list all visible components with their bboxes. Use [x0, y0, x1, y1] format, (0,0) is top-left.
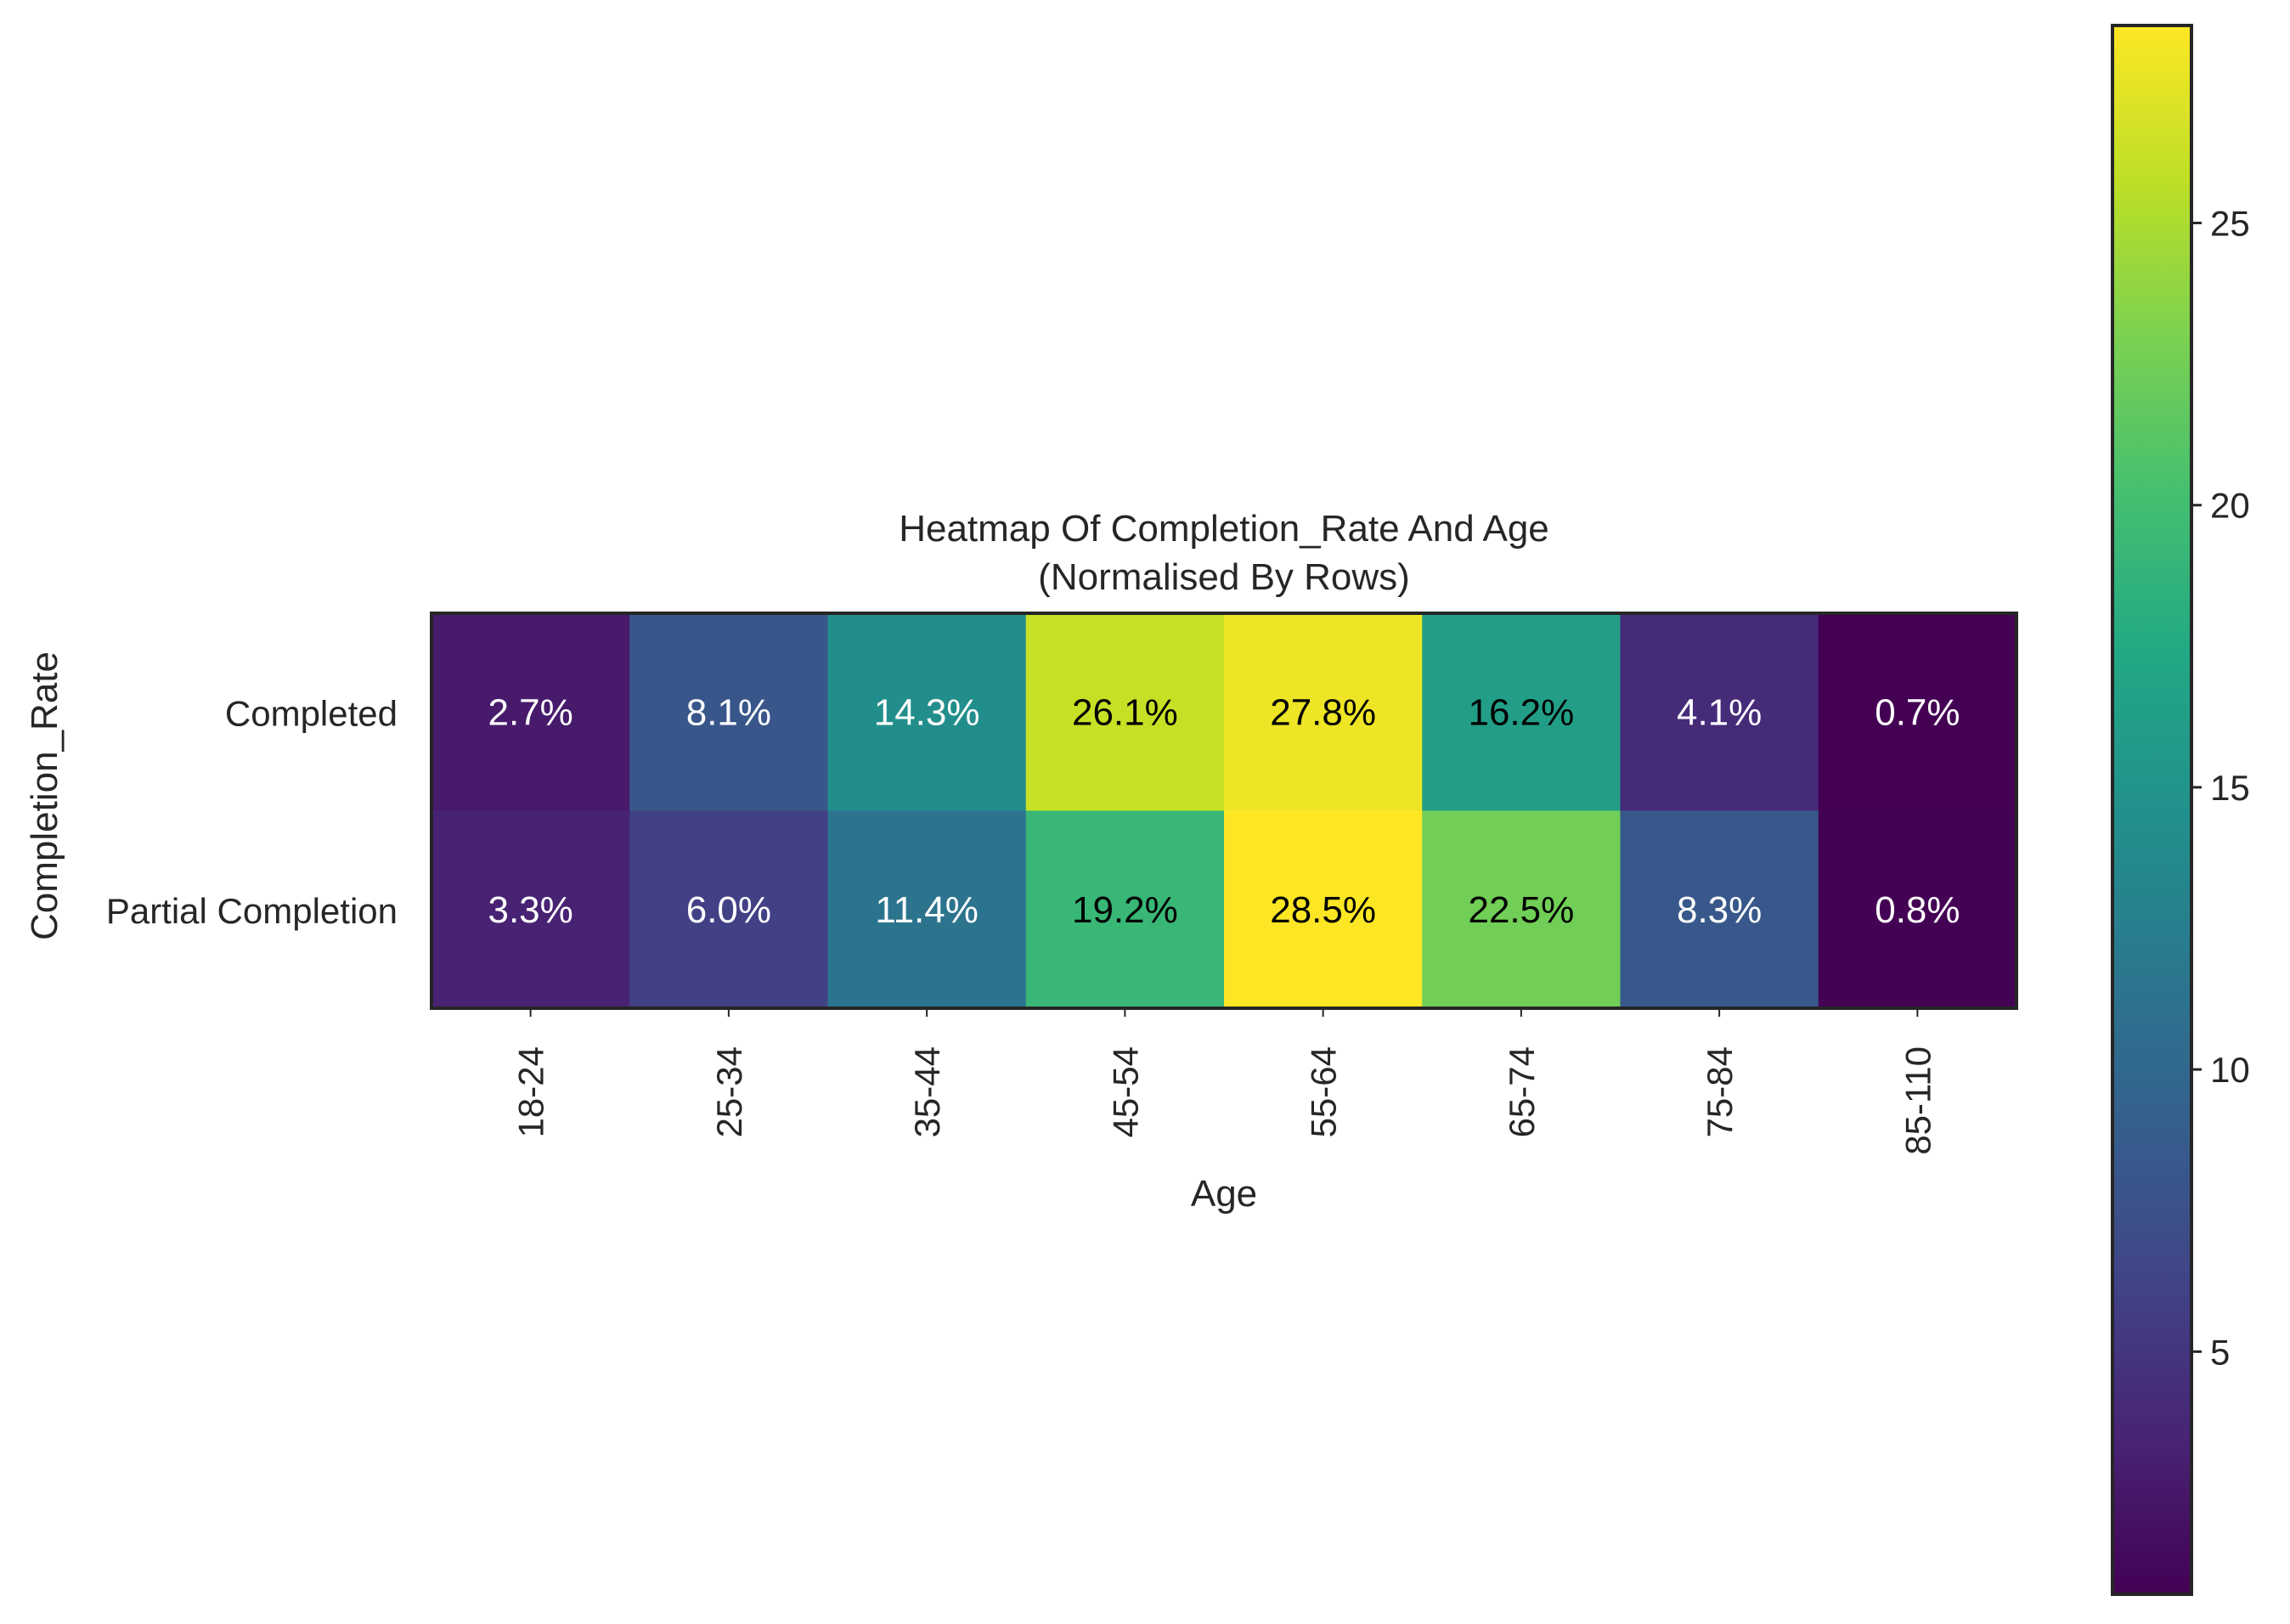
heatmap-frame: [430, 612, 2018, 1010]
colorbar-tick-label: 15: [2210, 768, 2250, 808]
heatmap-cells: [431, 613, 2017, 1009]
cell-value-label: 26.1%: [1072, 691, 1178, 733]
x-tick-label: 45-54: [1105, 1046, 1145, 1137]
y-tick-label: Partial Completion: [106, 891, 398, 931]
heatmap-cell: [1224, 613, 1423, 811]
x-tick-label: 55-64: [1304, 1046, 1344, 1137]
cell-value-label: 28.5%: [1270, 889, 1376, 931]
x-tick-label: 65-74: [1502, 1046, 1542, 1137]
heatmap-cell: [827, 810, 1027, 1009]
heatmap-cell-labels: 2.7% 8.1% 14.3% 26.1% 27.8% 16.2% 4.1% 0.7% 3.3%…: [488, 691, 1960, 931]
cell-value-label: 3.3%: [488, 889, 572, 931]
heatmap-cell: [431, 613, 630, 811]
heatmap-cell: [431, 810, 630, 1009]
cell-value-label: 16.2%: [1468, 691, 1574, 733]
colorbar-tick-label: 20: [2210, 486, 2250, 526]
heatmap-cell: [1224, 810, 1423, 1009]
cell-value-label: 14.3%: [874, 691, 980, 733]
y-tick-labels: Completed Partial Completion: [106, 693, 398, 931]
x-tick-label: 35-44: [907, 1046, 947, 1137]
y-axis-label: Completion_Rate: [24, 651, 65, 940]
cell-value-label: 2.7%: [488, 691, 572, 733]
colorbar: [2111, 24, 2193, 1596]
cell-value-label: 8.1%: [686, 691, 771, 733]
chart-subtitle: (Normalised By Rows): [1038, 556, 1410, 598]
heatmap-cell: [629, 613, 828, 811]
x-axis-label: Age: [1191, 1173, 1257, 1215]
cell-value-label: 6.0%: [686, 889, 771, 931]
x-tick-label: 18-24: [511, 1046, 551, 1137]
heatmap-cell: [629, 810, 828, 1009]
heatmap-cell: [1025, 613, 1225, 811]
colorbar-tick-label: 25: [2210, 204, 2250, 244]
cell-value-label: 0.8%: [1875, 889, 1960, 931]
x-tick-label: 75-84: [1700, 1046, 1740, 1137]
heatmap-cell: [1620, 810, 1819, 1009]
cell-value-label: 11.4%: [875, 889, 979, 931]
cell-value-label: 19.2%: [1072, 889, 1178, 931]
heatmap-cell: [1422, 613, 1621, 811]
heatmap-cell: [1025, 810, 1225, 1009]
heatmap-cell: [1620, 613, 1819, 811]
heatmap-cell: [827, 613, 1027, 811]
y-tick-label: Completed: [225, 693, 398, 733]
heatmap-cell: [1818, 810, 2017, 1009]
heatmap-cell: [1818, 613, 2017, 811]
colorbar-ticks: 5 10 15 20 25: [2191, 204, 2250, 1372]
cell-value-label: 27.8%: [1270, 691, 1376, 733]
cell-value-label: 0.7%: [1875, 691, 1960, 733]
cell-value-label: 4.1%: [1677, 691, 1762, 733]
chart-title: Heatmap Of Completion_Rate And Age: [899, 508, 1549, 550]
x-tick-label: 85-110: [1898, 1046, 1937, 1155]
x-tick-labels: 18-24 25-34 35-44 45-54 55-64 65-74 75-84 85-11…: [511, 1008, 1937, 1155]
colorbar-tick-label: 10: [2210, 1050, 2250, 1090]
x-tick-label: 25-34: [709, 1046, 749, 1137]
cell-value-label: 22.5%: [1468, 889, 1574, 931]
cell-value-label: 8.3%: [1677, 889, 1762, 931]
heatmap-cell: [1422, 810, 1621, 1009]
colorbar-tick-label: 5: [2210, 1332, 2230, 1372]
